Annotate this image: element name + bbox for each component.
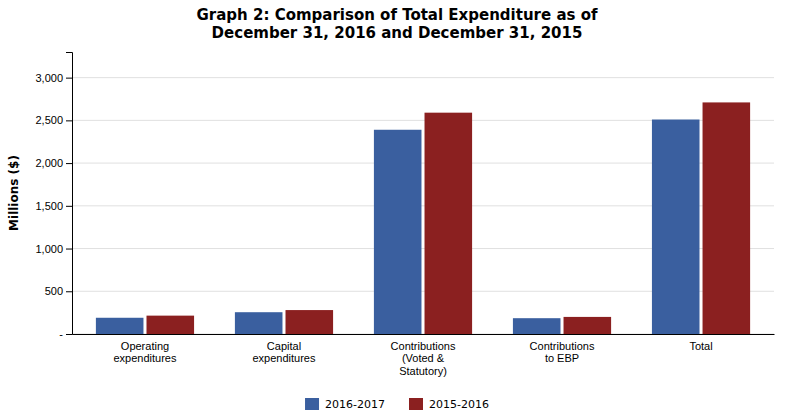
x-tick: Total bbox=[689, 340, 712, 352]
series bbox=[146, 102, 750, 334]
x-tick-label: Total bbox=[689, 340, 712, 352]
chart: Graph 2: Comparison of Total Expenditure… bbox=[0, 0, 794, 418]
y-tick-label: 2,500 bbox=[35, 114, 63, 126]
grid-line bbox=[72, 77, 774, 78]
x-tick: Contributions(Voted &Statutory) bbox=[391, 340, 456, 377]
y-tick: 2,000 bbox=[35, 157, 72, 169]
y-tick-label: 1,000 bbox=[35, 243, 63, 255]
y-tick-label: 500 bbox=[45, 285, 63, 297]
y-tick-label: 3,000 bbox=[35, 72, 63, 84]
bar bbox=[703, 102, 751, 334]
bar bbox=[146, 316, 194, 334]
bar bbox=[374, 130, 422, 334]
bar bbox=[652, 120, 700, 334]
x-tick-label: Contributionsto EBP bbox=[530, 340, 595, 365]
y-tick-label: 1,500 bbox=[35, 200, 63, 212]
y-tick: 1,000 bbox=[35, 243, 72, 255]
y-axis-title: Millions ($) bbox=[7, 155, 21, 231]
x-tick: Capitalexpenditures bbox=[252, 340, 315, 365]
y-axis-line bbox=[66, 53, 73, 335]
bar bbox=[425, 113, 473, 334]
legend: 2016-2017 2015-2016 bbox=[305, 398, 489, 411]
y-tick-mark bbox=[66, 206, 72, 207]
x-tick: Operatingexpenditures bbox=[113, 340, 176, 365]
y-tick: 500 bbox=[45, 285, 72, 297]
legend-swatch bbox=[409, 398, 423, 410]
y-tick-mark bbox=[66, 334, 72, 335]
title: Graph 2: Comparison of Total Expenditure… bbox=[197, 6, 598, 42]
legend-label: 2015-2016 bbox=[429, 398, 489, 411]
y-tick-mark bbox=[66, 163, 72, 164]
x-tick-label: Contributions(Voted &Statutory) bbox=[391, 340, 456, 377]
legend-label: 2016-2017 bbox=[325, 398, 385, 411]
bar bbox=[564, 317, 612, 334]
y-tick: - bbox=[59, 328, 72, 340]
x-tick-label: Operatingexpenditures bbox=[113, 340, 176, 365]
y-tick-label: - bbox=[59, 328, 63, 340]
legend-item: 2016-2017 bbox=[305, 398, 385, 411]
bars bbox=[96, 102, 750, 334]
bar bbox=[513, 318, 561, 334]
x-axis: Operatingexpenditures Capitalexpenditures… bbox=[73, 335, 775, 378]
legend-swatch bbox=[305, 398, 319, 410]
y-tick: 2,500 bbox=[35, 114, 72, 126]
bar bbox=[286, 310, 334, 334]
legend-item: 2015-2016 bbox=[409, 398, 489, 411]
y-tick-mark bbox=[66, 78, 72, 79]
x-tick-label: Capitalexpenditures bbox=[252, 340, 315, 365]
y-tick-mark bbox=[66, 249, 72, 250]
series bbox=[96, 120, 700, 334]
y-tick-label: 2,000 bbox=[35, 157, 63, 169]
grid bbox=[72, 78, 774, 334]
plot: - 500 1,000 1,500 2,000 2,500 3,000 Operatingex… bbox=[35, 53, 774, 378]
x-axis-line bbox=[73, 334, 775, 335]
bar bbox=[96, 318, 144, 334]
y-tick-mark bbox=[66, 120, 72, 121]
y-tick: 3,000 bbox=[35, 72, 72, 84]
y-tick-mark bbox=[66, 291, 72, 292]
y-axis: - 500 1,000 1,500 2,000 2,500 3,000 bbox=[35, 53, 72, 341]
y-tick: 1,500 bbox=[35, 200, 72, 212]
x-tick: Contributionsto EBP bbox=[530, 340, 595, 365]
bar bbox=[235, 312, 283, 334]
